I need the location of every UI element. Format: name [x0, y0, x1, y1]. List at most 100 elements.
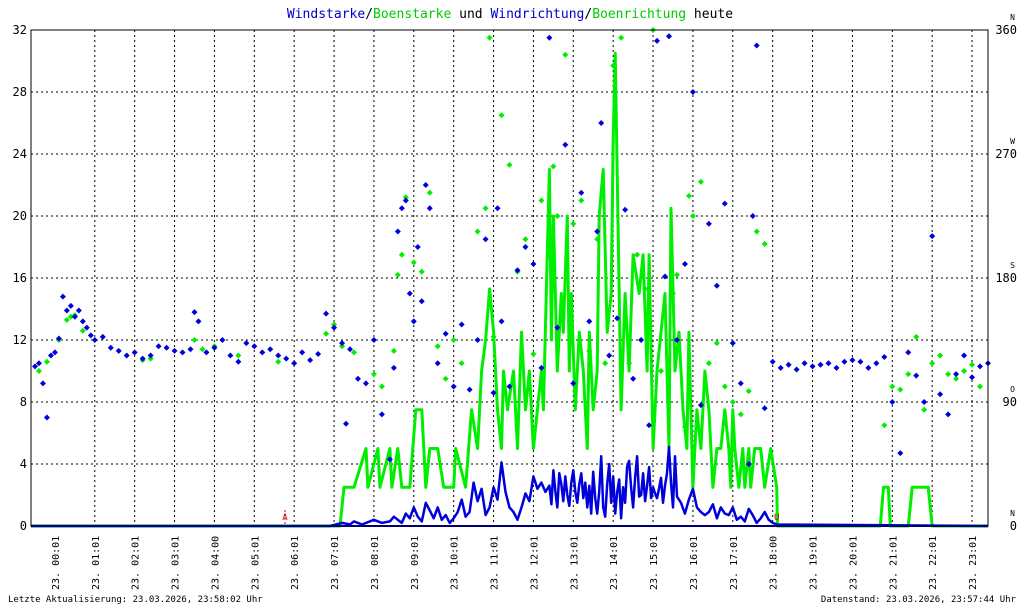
wind-direction-point [490, 389, 497, 396]
compass-label: S [1010, 261, 1015, 270]
wind-direction-point [378, 411, 385, 418]
wind-direction-point [410, 318, 417, 325]
gust-direction-point [921, 406, 928, 413]
wind-direction-point [857, 358, 864, 365]
x-tick-label: 23. 04:00 [210, 536, 221, 590]
wind-direction-point [586, 318, 593, 325]
gust-direction-point [761, 240, 768, 247]
y-left-tick-label: 12 [13, 333, 27, 347]
x-tick-label: 23. 07:01 [330, 536, 341, 590]
gust-direction-point [681, 423, 688, 430]
wind-direction-point [107, 344, 114, 351]
wind-direction-point [243, 340, 250, 347]
gust-direction-point [418, 268, 425, 275]
wind-direction-point [426, 205, 433, 212]
gust-direction-point [199, 346, 206, 353]
wind-direction-point [171, 347, 178, 354]
gust-direction-point [350, 349, 357, 356]
wind-direction-point [418, 298, 425, 305]
x-tick-label: 23. 10:01 [450, 536, 461, 590]
wind-direction-point [841, 358, 848, 365]
wind-direction-point [203, 349, 210, 356]
wind-direction-point [123, 352, 130, 359]
gust-direction-point [442, 375, 449, 382]
y-left-tick-label: 28 [13, 85, 27, 99]
wind-direction-point [969, 374, 976, 381]
y-left-tick-label: 32 [13, 23, 27, 37]
sun-marker-label: U [774, 513, 779, 523]
wind-direction-point [662, 273, 669, 280]
gust-direction-point [546, 251, 553, 258]
wind-direction-point [801, 360, 808, 367]
gust-direction-point [370, 371, 377, 378]
wind-direction-point [394, 228, 401, 235]
gust-direction-point [905, 371, 912, 378]
wind-direction-point [606, 352, 613, 359]
gust-direction-point [482, 205, 489, 212]
x-tick-label: 23. 13:01 [569, 536, 580, 590]
wind-direction-point [79, 318, 86, 325]
wind-direction-point [267, 346, 274, 353]
wind-direction-point [307, 357, 314, 364]
wind-direction-point [434, 360, 441, 367]
wind-direction-point [283, 355, 290, 362]
wind-direction-point [817, 361, 824, 368]
gust-direction-point [390, 347, 397, 354]
title-part-7: heute [686, 7, 733, 22]
wind-direction-point [646, 422, 653, 429]
x-tick-label: 23. 05:01 [250, 536, 261, 590]
y-left-tick-label: 8 [20, 395, 27, 409]
x-tick-label: 23. 17:01 [729, 536, 740, 590]
footer-data-timestamp: Datenstand: 23.03.2026, 23:57:44 Uhr [821, 595, 1017, 605]
wind-direction-point [889, 399, 896, 405]
x-tick-label: 23. 09:01 [410, 536, 421, 590]
wind-direction-point [43, 414, 50, 421]
compass-label: N [1010, 509, 1015, 518]
wind-direction-point [474, 337, 481, 343]
wind-direction-point [506, 383, 513, 390]
gust-direction-point [618, 34, 625, 41]
wind-direction-point [458, 321, 465, 328]
gust-direction-point [881, 422, 888, 429]
title-part-6: Boenrichtung [592, 7, 686, 22]
y-right-tick-label: 360 [995, 23, 1017, 37]
wind-direction-point [522, 244, 529, 250]
gust-direction-point [63, 316, 70, 323]
wind-direction-point [697, 402, 704, 409]
x-tick-label: 23. 02:01 [131, 536, 142, 590]
wind-direction-point [39, 380, 46, 387]
wind-direction-point [929, 233, 936, 240]
wind-direction-point [689, 89, 696, 95]
gust-direction-point [889, 383, 896, 390]
sun-marker-label: A [282, 513, 288, 523]
wind-direction-point [139, 355, 146, 362]
wind-direction-point [71, 313, 78, 320]
wind-direction-point [414, 244, 421, 250]
y-left-tick-label: 20 [13, 209, 27, 223]
wind-direction-point [251, 343, 258, 350]
y-left-tick-label: 16 [13, 271, 27, 285]
wind-direction-point [47, 352, 54, 359]
gust-direction-point [522, 236, 529, 243]
wind-direction-point [654, 37, 661, 44]
x-tick-label: 23. 16:01 [689, 536, 700, 590]
wind-direction-point [347, 346, 353, 353]
gust-direction-point [945, 371, 952, 378]
wind-direction-point [83, 324, 90, 331]
gust-direction-point [953, 375, 960, 382]
wind-direction-point [594, 228, 601, 235]
wind-direction-point [673, 337, 680, 343]
gust-direction-point [498, 112, 505, 119]
wind-direction-point [749, 213, 756, 219]
wind-direction-point [921, 399, 928, 405]
gust-direction-point [897, 386, 904, 393]
gust-direction-point [673, 271, 680, 278]
gust-direction-point [969, 361, 976, 368]
gust-direction-point [669, 290, 676, 297]
wind-direction-point [482, 236, 489, 243]
x-tick-label: 23. 06:01 [290, 536, 301, 590]
gust-direction-point [685, 192, 692, 199]
